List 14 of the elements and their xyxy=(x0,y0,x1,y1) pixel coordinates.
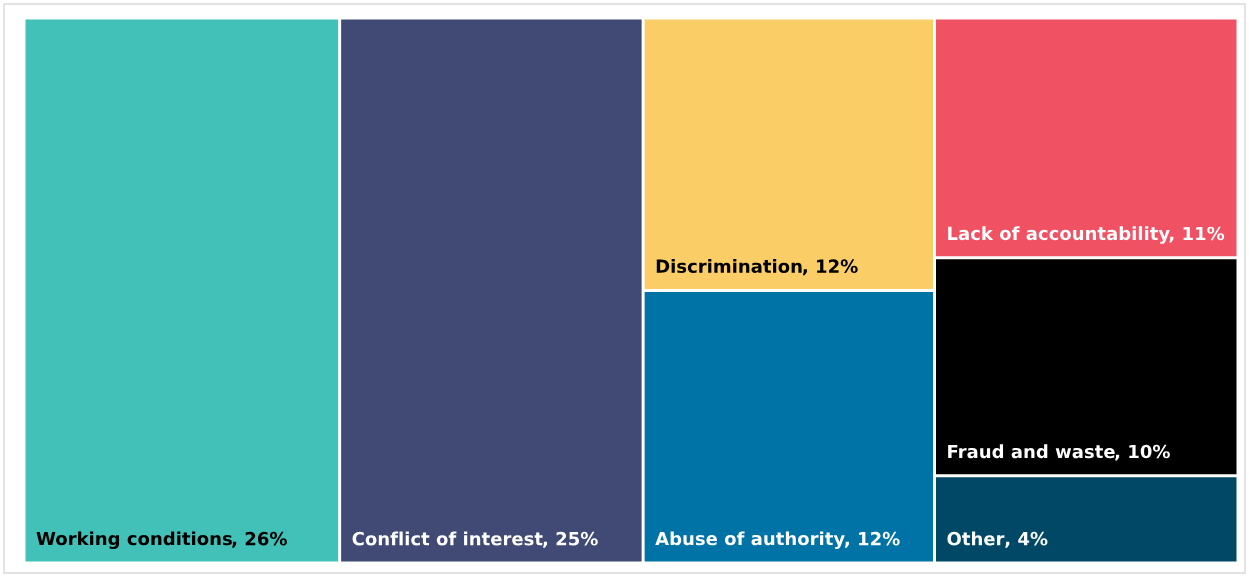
category-label: Other xyxy=(947,531,1005,546)
category-label: Discrimination xyxy=(656,259,802,273)
data-label: , 11% xyxy=(1169,226,1225,243)
data-label: , 26% xyxy=(232,531,287,548)
category-label: Conflict of interest xyxy=(352,531,543,546)
category-label: Fraud and waste xyxy=(948,444,1115,459)
category-label: Working conditions xyxy=(36,531,232,549)
category-label: Lack of accountability xyxy=(948,226,1170,244)
data-label: , 25% xyxy=(542,531,598,548)
category-label: Abuse of authority xyxy=(655,531,845,549)
data-label: , 12% xyxy=(844,531,900,548)
data-label: , 4% xyxy=(1005,531,1048,548)
data-label: , 10% xyxy=(1115,444,1170,461)
data-label: , 12% xyxy=(802,259,858,276)
